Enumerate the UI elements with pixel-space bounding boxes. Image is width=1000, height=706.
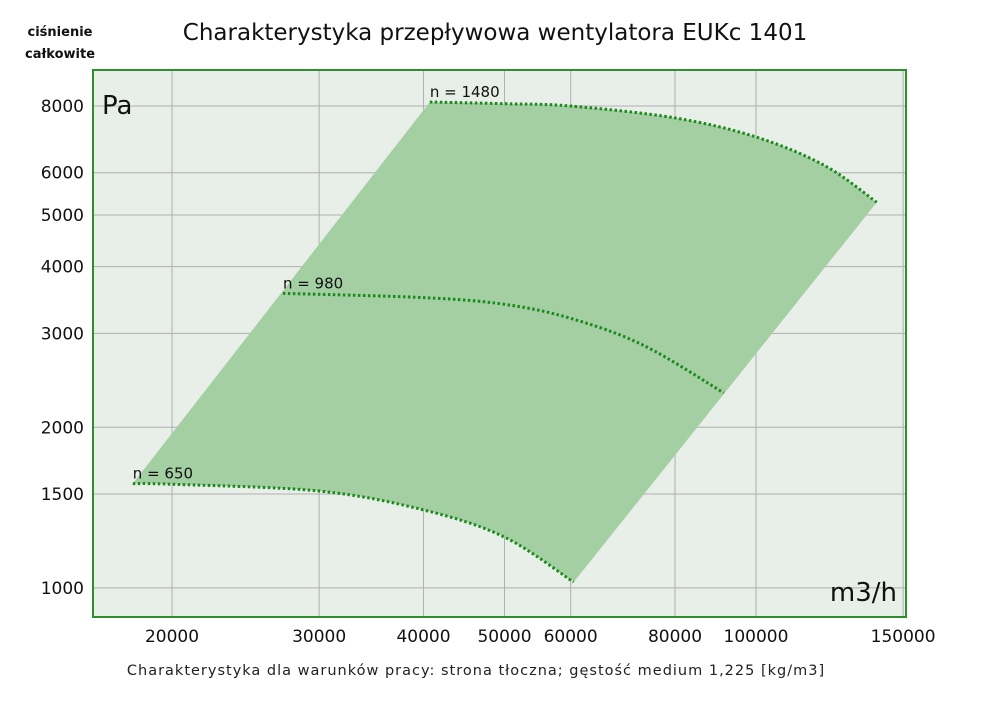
y-label-line-2: całkowite	[25, 47, 95, 62]
curve-label: n = 980	[283, 274, 343, 292]
y-tick-label: 2000	[41, 418, 84, 438]
x-tick-label: 30000	[292, 627, 346, 647]
x-tick-label: 20000	[145, 627, 199, 647]
y-label-line-1: ciśnienie	[28, 25, 93, 40]
x-unit: m3/h	[830, 578, 897, 608]
x-tick-label: 50000	[477, 627, 531, 647]
x-tick-label: 100000	[724, 627, 789, 647]
y-tick-label: 6000	[41, 164, 84, 184]
y-tick-label: 5000	[41, 206, 84, 226]
curve-980	[282, 291, 725, 395]
y-tick-label: 4000	[41, 258, 84, 278]
operating-area	[132, 102, 877, 583]
chart-title: Charakterystyka przepływowa wentylatora …	[183, 20, 807, 46]
x-tick-label: 40000	[396, 627, 450, 647]
y-unit: Pa	[102, 91, 132, 121]
y-tick-label: 3000	[41, 324, 84, 344]
y-tick-label: 1500	[41, 485, 84, 505]
footnote: Charakterystyka dla warunków pracy: stro…	[127, 663, 825, 679]
curve-1480	[429, 100, 878, 204]
x-tick-label: 80000	[648, 627, 702, 647]
y-tick-label: 1000	[41, 579, 84, 599]
x-axis-ticks: 20000 30000 40000 50000 60000 80000 100000 1500…	[145, 627, 936, 647]
plot-border	[92, 69, 907, 618]
x-tick-label: 150000	[871, 627, 936, 647]
curve-label: n = 1480	[430, 83, 500, 101]
curve-label: n = 650	[133, 465, 193, 483]
x-tick-label: 60000	[544, 627, 598, 647]
curves: n = 1480 n = 980 n = 650	[132, 83, 878, 584]
y-axis-ticks: 1000 1500 2000 3000 4000 5000 6000 8000	[41, 97, 84, 599]
y-tick-label: 8000	[41, 97, 84, 117]
